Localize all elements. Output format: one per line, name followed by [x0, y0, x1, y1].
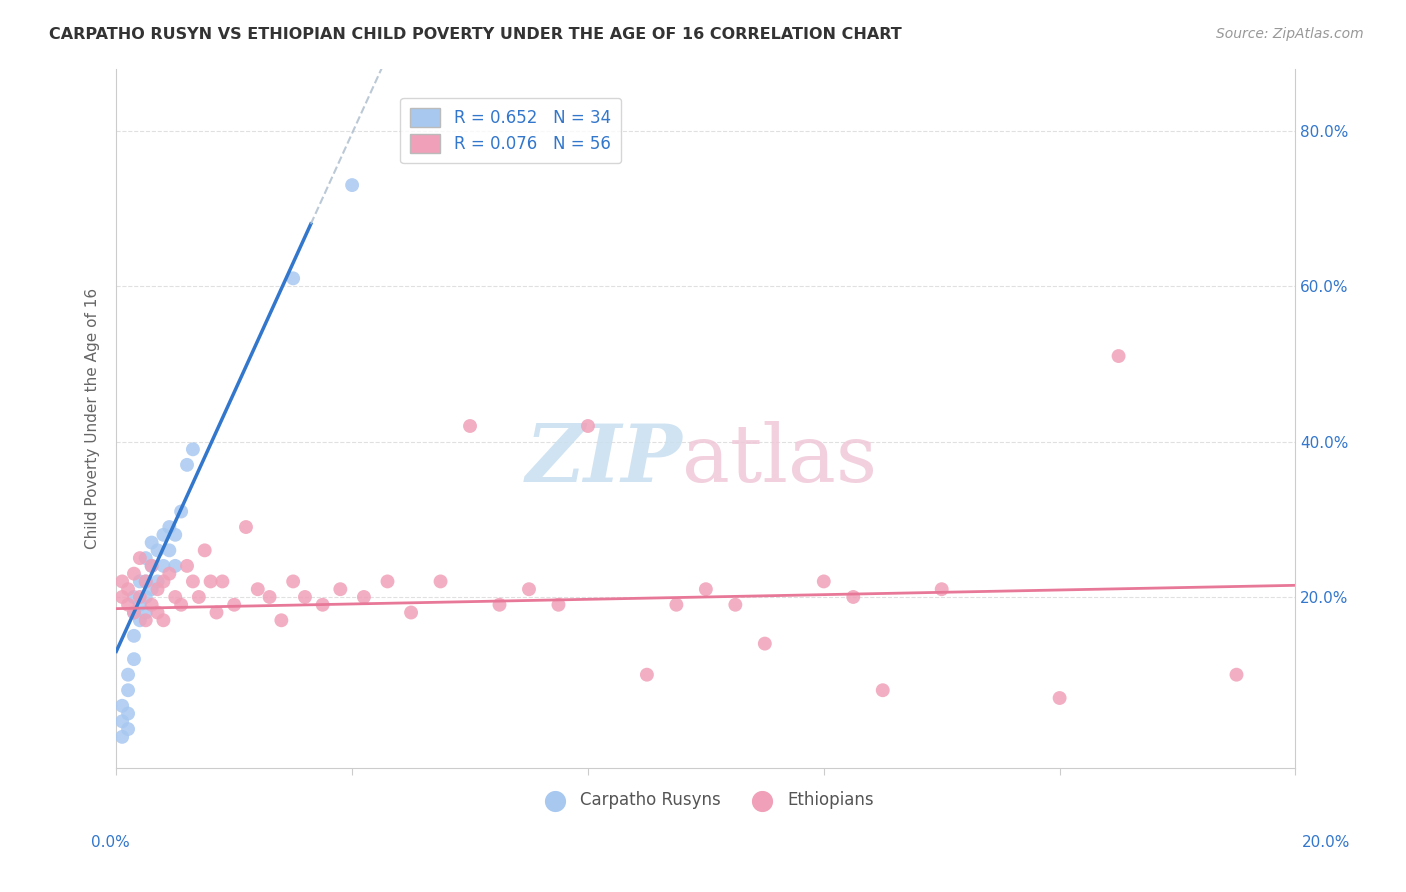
Point	[117, 667, 139, 681]
Point	[122, 590, 145, 604]
Point	[111, 590, 134, 604]
Point	[695, 582, 717, 597]
Point	[754, 637, 776, 651]
Point	[458, 419, 481, 434]
Point	[813, 574, 835, 589]
Point	[117, 722, 139, 736]
Point	[246, 582, 269, 597]
Point	[146, 574, 169, 589]
Point	[146, 606, 169, 620]
Point	[429, 574, 451, 589]
Point	[517, 582, 540, 597]
Legend: Carpatho Rusyns, Ethiopians: Carpatho Rusyns, Ethiopians	[531, 784, 880, 815]
Point	[111, 698, 134, 713]
Point	[122, 606, 145, 620]
Point	[224, 598, 246, 612]
Point	[152, 558, 174, 573]
Point	[842, 590, 865, 604]
Point	[205, 606, 228, 620]
Point	[152, 613, 174, 627]
Point	[157, 566, 180, 581]
Text: 20.0%: 20.0%	[1302, 836, 1350, 850]
Point	[294, 590, 316, 604]
Point	[270, 613, 292, 627]
Point	[281, 574, 304, 589]
Point	[329, 582, 352, 597]
Point	[181, 574, 204, 589]
Point	[187, 590, 209, 604]
Point	[165, 558, 187, 573]
Point	[141, 535, 163, 549]
Point	[259, 590, 281, 604]
Point	[128, 598, 150, 612]
Point	[135, 613, 157, 627]
Point	[141, 582, 163, 597]
Point	[128, 574, 150, 589]
Point	[135, 574, 157, 589]
Point	[170, 504, 193, 518]
Point	[122, 566, 145, 581]
Point	[146, 543, 169, 558]
Point	[135, 590, 157, 604]
Point	[377, 574, 399, 589]
Point	[547, 598, 569, 612]
Text: CARPATHO RUSYN VS ETHIOPIAN CHILD POVERTY UNDER THE AGE OF 16 CORRELATION CHART: CARPATHO RUSYN VS ETHIOPIAN CHILD POVERT…	[49, 27, 903, 42]
Point	[311, 598, 333, 612]
Point	[122, 652, 145, 666]
Point	[141, 558, 163, 573]
Text: Source: ZipAtlas.com: Source: ZipAtlas.com	[1216, 27, 1364, 41]
Y-axis label: Child Poverty Under the Age of 16: Child Poverty Under the Age of 16	[86, 288, 100, 549]
Point	[636, 667, 658, 681]
Point	[665, 598, 688, 612]
Point	[576, 419, 599, 434]
Point	[117, 582, 139, 597]
Point	[170, 598, 193, 612]
Point	[128, 590, 150, 604]
Point	[1225, 667, 1247, 681]
Point	[152, 528, 174, 542]
Point	[141, 558, 163, 573]
Point	[117, 598, 139, 612]
Point	[135, 574, 157, 589]
Text: atlas: atlas	[682, 421, 877, 500]
Point	[1108, 349, 1130, 363]
Point	[194, 543, 217, 558]
Point	[111, 574, 134, 589]
Point	[931, 582, 953, 597]
Point	[176, 458, 198, 472]
Point	[135, 606, 157, 620]
Text: ZIP: ZIP	[526, 421, 682, 499]
Point	[122, 629, 145, 643]
Point	[1049, 691, 1071, 706]
Point	[165, 590, 187, 604]
Point	[128, 613, 150, 627]
Point	[157, 543, 180, 558]
Point	[872, 683, 894, 698]
Point	[152, 574, 174, 589]
Text: 0.0%: 0.0%	[91, 836, 131, 850]
Point	[340, 178, 363, 193]
Point	[235, 520, 257, 534]
Point	[111, 714, 134, 729]
Point	[181, 442, 204, 457]
Point	[157, 520, 180, 534]
Point	[211, 574, 233, 589]
Point	[141, 598, 163, 612]
Point	[117, 706, 139, 721]
Point	[117, 683, 139, 698]
Point	[122, 606, 145, 620]
Point	[724, 598, 747, 612]
Point	[281, 271, 304, 285]
Point	[488, 598, 510, 612]
Point	[111, 730, 134, 744]
Point	[399, 606, 422, 620]
Point	[135, 551, 157, 566]
Point	[146, 582, 169, 597]
Point	[128, 551, 150, 566]
Point	[165, 528, 187, 542]
Point	[200, 574, 222, 589]
Point	[176, 558, 198, 573]
Point	[353, 590, 375, 604]
